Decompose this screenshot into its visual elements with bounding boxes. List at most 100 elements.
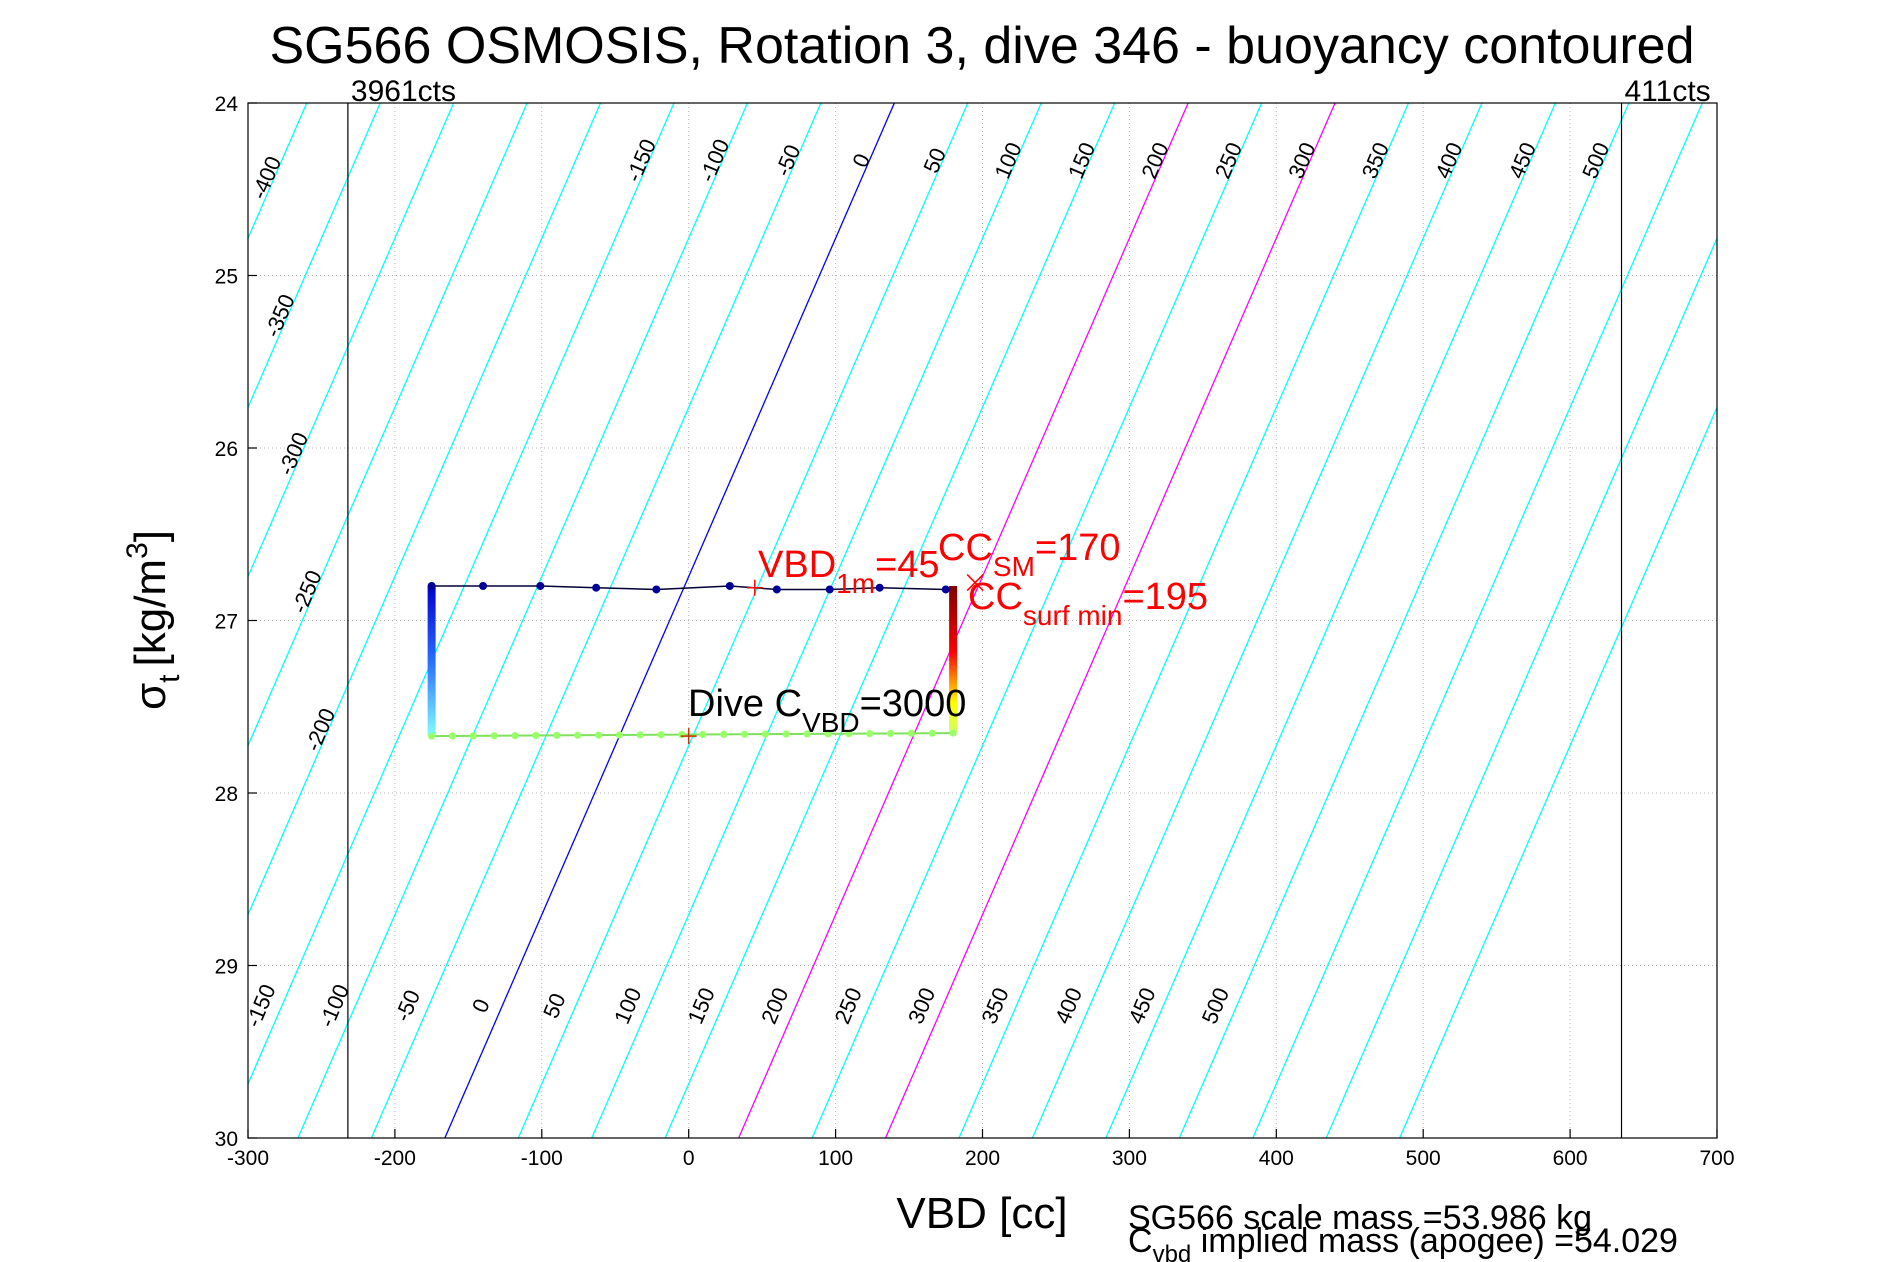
x-tick-label: 200 — [965, 1147, 1000, 1170]
profile-top-point — [427, 582, 436, 590]
y-axis-label: σt [kg/m3] — [121, 530, 186, 710]
contour-line-250 — [811, 103, 1263, 1138]
x-tick-label: 500 — [1406, 1147, 1441, 1170]
annotation-cc-sm-main: CC — [938, 527, 993, 569]
annotation-cc-surf-min-main: CC — [968, 576, 1023, 618]
profile-bottom-point — [678, 731, 686, 739]
profile-top-point — [875, 583, 884, 592]
contour-line-150 — [664, 103, 1116, 1138]
profile-bottom-point — [740, 730, 749, 738]
profile-top-point — [479, 582, 488, 590]
annotation-dive-cvbd: Dive CVBD=3000 — [688, 683, 966, 738]
profile-bottom-point — [907, 729, 916, 737]
annotation-dive-cvbd-sub: VBD — [802, 707, 860, 738]
y-axis-units: [kg/m — [126, 559, 175, 667]
buoyancy-contours — [248, 103, 1717, 1138]
profile-bottom-point — [782, 730, 790, 738]
y-tick-label: 24 — [215, 93, 239, 116]
profile-bottom-point — [845, 730, 853, 738]
contour-line-350 — [958, 103, 1410, 1138]
x-tick-label: 600 — [1553, 1147, 1588, 1170]
y-ticks: 24 25 26 27 28 29 30 — [215, 93, 257, 1151]
marker-plus — [680, 728, 697, 745]
profile-bottom-point — [699, 730, 707, 739]
footer-c-sub: vbd — [1153, 1241, 1192, 1262]
x-tick-label: -200 — [374, 1147, 416, 1170]
profile-bottom-point — [532, 731, 540, 740]
contour-line--150 — [248, 103, 675, 1086]
profile-bottom-point — [720, 730, 728, 738]
contour-line-200 — [738, 103, 1189, 1138]
contour-label-bottom: 400 — [1050, 984, 1087, 1028]
annotations: CCSM=170 VBD1m=45 CCsurf min=195 Dive CV… — [688, 527, 1208, 738]
profile-bottom-point — [866, 729, 874, 738]
profile-bottom-point — [448, 732, 457, 740]
profile-top-point — [592, 583, 601, 592]
contour-label-bottom: 350 — [976, 984, 1013, 1028]
x-tick-label: 0 — [683, 1147, 695, 1170]
profile-right-segment — [949, 586, 958, 733]
profile-top-point — [941, 585, 950, 594]
markers — [680, 574, 984, 745]
contour-label-top: -200 — [300, 705, 340, 755]
contour-label-bottom: 300 — [903, 984, 940, 1028]
profile-top-point — [536, 582, 545, 590]
y-axis-units-sup: 3 — [121, 542, 154, 559]
annotation-vbd-1m-main: VBD — [758, 544, 836, 586]
contour-label-top: 0 — [847, 150, 875, 171]
contour-label-top: -100 — [694, 135, 734, 185]
contour-label-top: 100 — [989, 139, 1026, 183]
contour-line-300 — [884, 103, 1336, 1138]
profile-left-segment — [427, 586, 436, 737]
annotation-dive-cvbd-suffix: =3000 — [860, 683, 967, 725]
contour-line-550 — [1252, 103, 1703, 1138]
profile-top-line — [431, 585, 946, 591]
y-tick-label: 29 — [215, 956, 238, 979]
x-tick-label: -300 — [227, 1147, 269, 1170]
contour-label-top: -250 — [287, 567, 327, 617]
annotation-cc-sm: CCSM=170 — [938, 527, 1120, 582]
y-tick-label: 28 — [215, 783, 238, 806]
chart-title: SG566 OSMOSIS, Rotation 3, dive 346 - bu… — [269, 17, 1694, 75]
profile-bottom-point — [657, 731, 665, 739]
contour-label-top: 300 — [1283, 139, 1320, 183]
footer-implied-mass: Cvbd implied mass (apogee) =54.029 — [1128, 1222, 1678, 1262]
y-tick-label: 30 — [215, 1128, 238, 1151]
contour-line--350 — [248, 103, 381, 410]
annotation-cc-sm-sub: SM — [993, 551, 1035, 582]
profile-bottom-point — [615, 731, 623, 739]
contour-line-500 — [1178, 103, 1630, 1138]
x-ticks: -300 -200 -100 0 100 200 300 400 500 600 700 — [227, 1129, 1735, 1170]
profile-bottom-point — [469, 732, 477, 740]
x-tick-label: 400 — [1259, 1147, 1294, 1170]
y-axis-sigma-sub: t — [153, 674, 186, 683]
profile-bottom-point — [761, 730, 769, 738]
contour-label-top: -400 — [246, 153, 286, 203]
profile-bottom-point — [490, 732, 498, 740]
annotation-cc-surf-min: CCsurf min=195 — [968, 576, 1208, 631]
contour-label-top: 500 — [1577, 139, 1614, 183]
contour-line-650 — [1399, 405, 1717, 1138]
contour-label-top: -300 — [273, 429, 313, 479]
contour-line-400 — [1031, 103, 1483, 1138]
contour-label-top: 350 — [1357, 139, 1394, 183]
profile-bottom-point — [824, 730, 832, 738]
profile-bottom-point — [636, 731, 644, 739]
contour-label-top: 400 — [1430, 139, 1467, 183]
annotation-cc-surf-min-suffix: =195 — [1122, 576, 1208, 618]
marker-plus — [746, 579, 763, 596]
dive-profile — [427, 582, 958, 740]
profile-top-point — [772, 585, 781, 594]
annotation-vbd-1m-suffix: =45 — [875, 544, 939, 586]
y-tick-label: 25 — [215, 266, 238, 289]
annotation-dive-cvbd-main: Dive C — [688, 683, 802, 725]
profile-top-point — [825, 585, 834, 594]
contour-label-top: -350 — [260, 291, 300, 341]
annotation-vbd-1m: VBD1m=45 — [758, 544, 940, 599]
profile-bottom-point — [803, 730, 811, 738]
footer-c: C — [1128, 1222, 1153, 1260]
profile-bottom-point — [928, 729, 936, 737]
y-tick-label: 27 — [215, 611, 238, 634]
y-tick-label: 26 — [215, 438, 238, 461]
